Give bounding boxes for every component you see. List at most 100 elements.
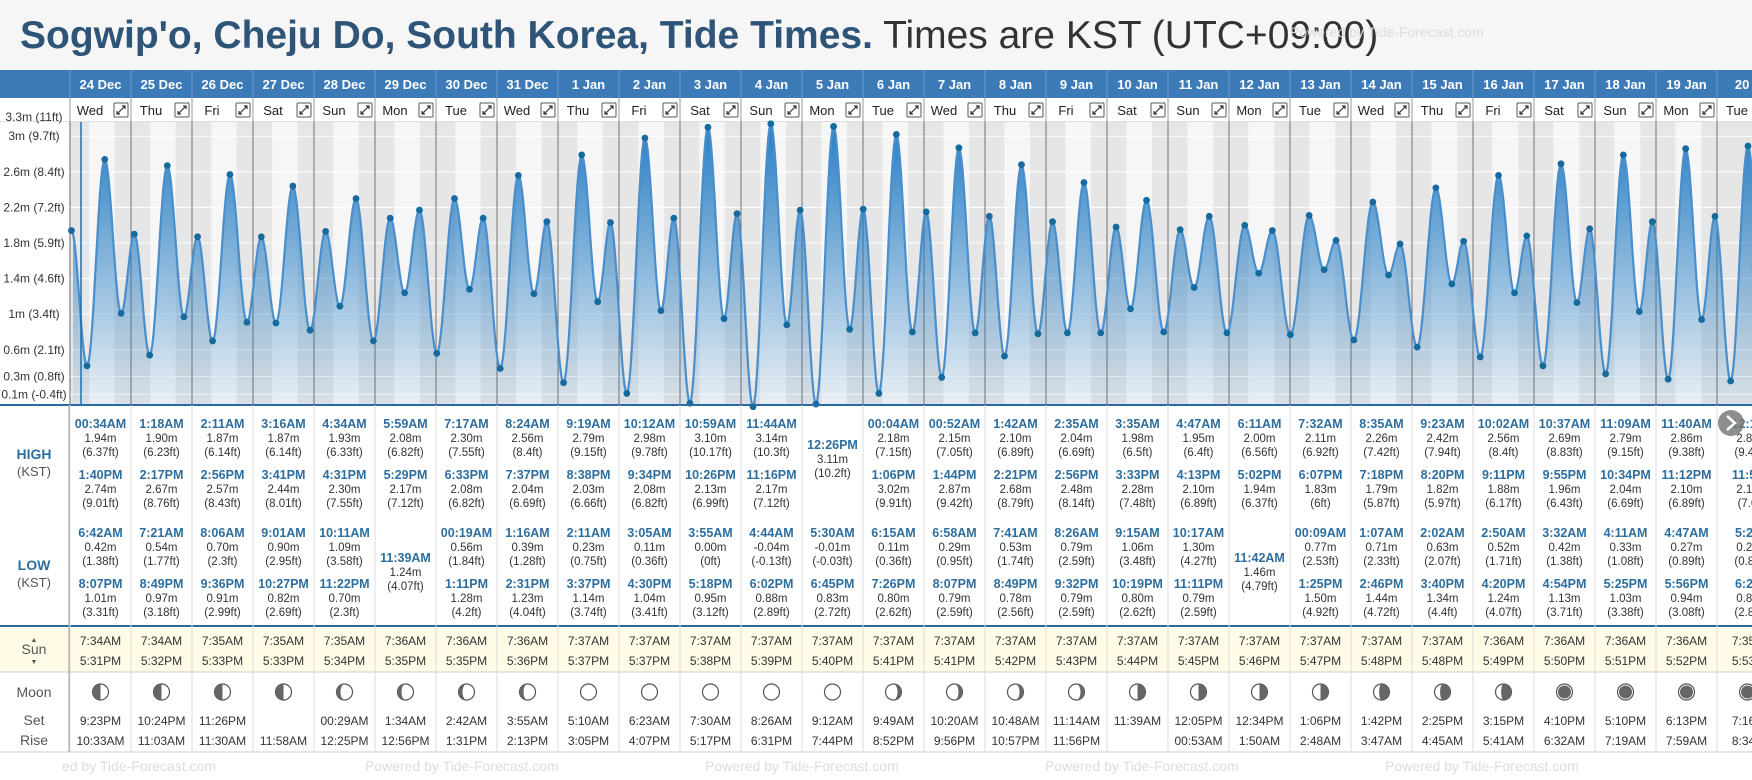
- low-tide-height-ft: (2.95ft): [265, 556, 302, 568]
- high-tide-point: [1049, 218, 1056, 226]
- sunset-time: 5:53P: [1732, 654, 1752, 668]
- moonrise-time: 7:19AM: [1605, 734, 1646, 748]
- low-tide-height-m: 1.03m: [1610, 593, 1642, 605]
- moon-shadow: [1198, 684, 1207, 700]
- date-label: 9 Jan: [1060, 77, 1093, 92]
- high-tide-point: [1432, 184, 1440, 192]
- moonrise-time: 8:34A: [1732, 734, 1752, 748]
- title-bar: Sogwip'o, Cheju Do, South Korea, Tide Ti…: [0, 0, 1752, 70]
- expand-icon: [116, 105, 126, 115]
- high-tide-time: 3:41PM: [262, 468, 306, 482]
- high-tide-point: [1369, 198, 1377, 206]
- low-tide-height-m: 0.70m: [329, 593, 361, 605]
- high-tide-height-ft: (9.78ft): [631, 447, 668, 459]
- low-tide-time: 7:26PM: [872, 577, 916, 591]
- high-tide-point: [955, 144, 963, 152]
- sunset-time: 5:35PM: [385, 654, 426, 668]
- high-tide-point: [1523, 232, 1531, 240]
- high-tide-height-m: 2.04m: [512, 484, 544, 496]
- low-tide-height-ft: (4.79ft): [1241, 581, 1278, 593]
- high-tide-height-ft: (8.43ft): [204, 498, 241, 510]
- low-tide-height-m: 1.14m: [573, 593, 605, 605]
- expand-icon: [726, 105, 736, 115]
- expand-icon: [787, 105, 797, 115]
- sunrise-time: 7:36AM: [1544, 634, 1585, 648]
- expand-icon: [970, 105, 980, 115]
- moon-shadow: [954, 684, 963, 700]
- moonrise-time: 1:50AM: [1239, 734, 1280, 748]
- low-tide-height-m: 0.80m: [878, 593, 910, 605]
- sunrise-time: 7:34AM: [141, 634, 182, 648]
- y-tick-label: 2.6m (8.4ft): [3, 165, 64, 179]
- moonset-time: 9:12AM: [812, 714, 853, 728]
- high-tide-time: 5:59AM: [383, 417, 427, 431]
- moon-shadow: [1680, 685, 1693, 699]
- high-tide-point: [578, 151, 586, 159]
- high-tide-height-ft: (8.83ft): [1546, 447, 1583, 459]
- expand-icon: [604, 105, 614, 115]
- high-tide-time: 1:18AM: [139, 417, 183, 431]
- low-tide-time: 5:30AM: [810, 526, 854, 540]
- scroll-right-button[interactable]: [1718, 410, 1744, 436]
- low-tide-height-m: 0.11m: [878, 542, 909, 554]
- low-tide-point: [1602, 370, 1610, 378]
- expand-icon: [665, 105, 675, 115]
- low-tide-point: [401, 289, 409, 297]
- high-tide-height-ft: (6.4ft): [1183, 447, 1213, 459]
- high-tide-point: [514, 171, 522, 179]
- moon-phase-icon: [823, 683, 842, 701]
- y-tick-label: 1.4m (4.6ft): [3, 272, 64, 286]
- moon-shadow: [1619, 685, 1632, 699]
- low-tide-time: 2:31PM: [506, 577, 550, 591]
- high-tide-time: 3:33PM: [1116, 468, 1160, 482]
- low-tide-height-m: 0.88m: [756, 593, 788, 605]
- low-tide-point: [209, 337, 216, 345]
- high-tide-height-ft: (7.55ft): [326, 498, 363, 510]
- moonrise-time: 3:05PM: [568, 734, 609, 748]
- low-tide-height-ft: (4.04ft): [509, 607, 546, 619]
- low-tide-time: 10:27PM: [258, 577, 309, 591]
- low-tide-time: 3:37PM: [567, 577, 611, 591]
- sunset-time: 5:43PM: [1056, 654, 1097, 668]
- high-tide-time: 4:31PM: [323, 468, 367, 482]
- high-tide-height-m: 2.87m: [939, 484, 971, 496]
- y-tick-label: 0.3m (0.8ft): [3, 370, 64, 384]
- sunrise-time: 7:36AM: [507, 634, 548, 648]
- high-tide-point: [130, 230, 138, 238]
- low-tide-time: 10:11AM: [319, 526, 370, 540]
- low-tide-height-ft: (2.72ft): [814, 607, 851, 619]
- high-tide-height-ft: (8.79ft): [997, 498, 1034, 510]
- high-tide-point: [1396, 240, 1404, 248]
- high-tide-height-ft: (6.37ft): [1241, 498, 1278, 510]
- high-tide-time: 11:40AM: [1661, 417, 1712, 431]
- expand-icon: [1702, 105, 1712, 115]
- date-header-row: [0, 70, 1752, 98]
- low-zone-label: (KST): [17, 575, 51, 590]
- sunrise-time: 7:37AM: [1239, 634, 1280, 648]
- high-tide-point: [543, 218, 551, 226]
- sunset-time: 5:44PM: [1117, 654, 1158, 668]
- low-tide-height-m: 0.79m: [1061, 593, 1093, 605]
- expand-icon: [1397, 105, 1407, 115]
- date-label: 24 Dec: [80, 77, 122, 92]
- low-tide-height-ft: (2.89ft): [753, 607, 790, 619]
- tide-area: [71, 123, 1752, 407]
- low-tide-height-m: -0.01m: [815, 542, 851, 554]
- date-label: 31 Dec: [507, 77, 549, 92]
- low-tide-height-m: 0.79m: [939, 593, 971, 605]
- weekday-label: Sat: [1117, 103, 1137, 118]
- low-tide-height-ft: (2.59ft): [1058, 556, 1095, 568]
- sunset-time: 5:45PM: [1178, 654, 1219, 668]
- sunrise-time: 7:36AM: [1666, 634, 1707, 648]
- expand-icon: [421, 105, 431, 115]
- date-label: 26 Dec: [202, 77, 244, 92]
- high-tide-time: 11:44AM: [746, 417, 797, 431]
- moonrise-time: 11:58AM: [260, 734, 307, 748]
- moonset-time: 12:34PM: [1235, 714, 1283, 728]
- high-tide-point: [1143, 196, 1150, 204]
- low-tide-time: 9:36PM: [201, 577, 245, 591]
- low-tide-height-ft: (3.08ft): [1668, 607, 1705, 619]
- high-tide-height-ft: (8.14ft): [1058, 498, 1095, 510]
- low-tide-height-ft: (2.69ft): [265, 607, 302, 619]
